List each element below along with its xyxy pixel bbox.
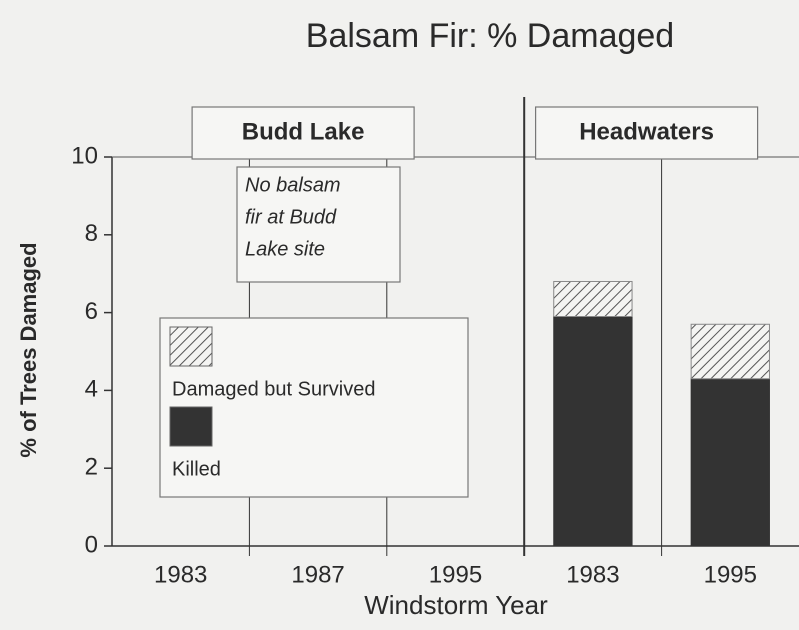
legend-label: Killed [172,458,221,480]
x-tick-label: 1995 [429,561,482,588]
bar-segment [690,323,770,380]
bar-segment [553,315,633,547]
legend-swatch [169,406,213,447]
y-tick-label: 4 [85,376,98,403]
y-tick-label: 2 [85,454,98,481]
x-axis-label: Windstorm Year [364,590,548,620]
x-tick-label: 1983 [566,561,619,588]
y-tick-label: 10 [71,142,98,169]
x-tick-label: 1987 [291,561,344,588]
y-tick-label: 0 [85,531,98,558]
panel-label: Headwaters [579,118,714,145]
annotation: No balsam [245,174,341,196]
annotation-box [236,166,401,283]
x-tick-label: 1983 [154,561,207,588]
y-tick-label: 6 [85,298,98,325]
panel-label-box [534,106,759,160]
panel-label: Budd Lake [242,118,365,145]
panel-label-box [191,106,415,160]
legend-label: Damaged but Survived [172,378,375,400]
annotation: Lake site [245,238,325,260]
x-tick-label: 1995 [704,561,757,588]
legend-swatch [169,326,213,367]
chart-title: Balsam Fir: % Damaged [306,17,674,55]
y-axis-label: % of Trees Damaged [16,242,41,457]
y-tick-label: 8 [85,220,98,247]
bar-segment [690,378,770,547]
bar-segment [553,280,633,317]
annotation: fir at Budd [245,206,337,228]
